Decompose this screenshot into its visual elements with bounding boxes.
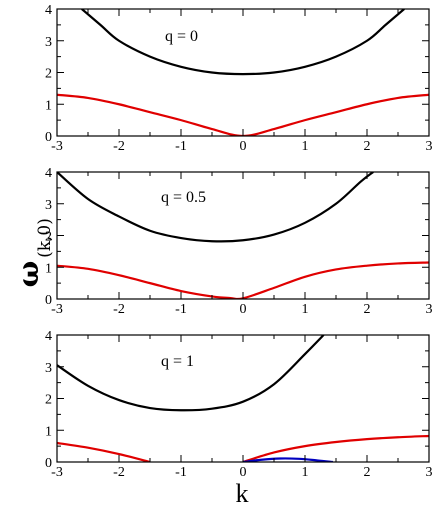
x-tick-label: 1 bbox=[302, 465, 309, 480]
y-axis-label-main: ω bbox=[12, 261, 45, 288]
x-tick-label: -1 bbox=[175, 302, 187, 317]
x-tick-label: -3 bbox=[51, 302, 63, 317]
series-line-4 bbox=[242, 457, 334, 462]
y-tick-label: 0 bbox=[45, 293, 52, 308]
x-tick-label: 1 bbox=[302, 302, 309, 317]
x-tick-label: 0 bbox=[240, 465, 247, 480]
y-axis-label: ω (k,0) bbox=[12, 218, 55, 287]
x-tick-label: 0 bbox=[240, 139, 247, 154]
y-tick-label: 3 bbox=[45, 198, 52, 213]
series-line-1 bbox=[57, 335, 325, 412]
y-tick-label: 2 bbox=[45, 393, 52, 408]
series-group bbox=[57, 335, 429, 462]
series-line-3 bbox=[242, 434, 429, 462]
series-group bbox=[57, 9, 429, 136]
x-tick-label: 0 bbox=[240, 302, 247, 317]
panel-3: -3 -2 -1 0 1 2 3 0 1 2 3 4 q = 1 bbox=[45, 329, 433, 480]
x-tick-label: -2 bbox=[113, 139, 125, 154]
y-tick-label: 2 bbox=[45, 67, 52, 82]
x-tick-label: -3 bbox=[51, 139, 63, 154]
y-tick-label: 0 bbox=[45, 456, 52, 471]
series-line-2 bbox=[57, 93, 429, 136]
series-group bbox=[57, 172, 429, 299]
panel-2: -3 -2 -1 0 1 2 3 0 1 2 3 4 q = 0.5 bbox=[45, 166, 433, 317]
x-tick-label: -3 bbox=[51, 465, 63, 480]
x-tick-label: 2 bbox=[364, 465, 371, 480]
panel-annotation: q = 0 bbox=[165, 28, 198, 45]
x-tick-label: 2 bbox=[364, 302, 371, 317]
y-tick-label: 3 bbox=[45, 361, 52, 376]
x-tick-label: 2 bbox=[364, 139, 371, 154]
y-axis-label-subscript: (k,0) bbox=[35, 218, 55, 258]
y-tick-label: 3 bbox=[45, 35, 52, 50]
y-tick-label: 0 bbox=[45, 130, 52, 145]
y-tick-label: 1 bbox=[45, 261, 52, 276]
plot-frame bbox=[56, 8, 430, 137]
x-tick-label: -1 bbox=[175, 139, 187, 154]
y-tick-label: 4 bbox=[45, 166, 52, 181]
x-tick-label: -2 bbox=[113, 302, 125, 317]
series-line-1 bbox=[81, 9, 405, 76]
x-tick-label: 1 bbox=[302, 139, 309, 154]
x-tick-label: 3 bbox=[426, 139, 433, 154]
x-tick-label: 3 bbox=[426, 302, 433, 317]
y-tick-label: 2 bbox=[45, 230, 52, 245]
panel-1: -3 -2 -1 0 1 2 3 0 1 2 3 4 q = 0 bbox=[45, 3, 433, 154]
plot-frame bbox=[56, 171, 430, 300]
y-tick-label: 4 bbox=[45, 3, 52, 18]
y-tick-label: 1 bbox=[45, 424, 52, 439]
x-tick-label: -1 bbox=[175, 465, 187, 480]
y-tick-label: 4 bbox=[45, 329, 52, 344]
x-axis-label: k bbox=[236, 479, 249, 508]
series-line-2 bbox=[57, 441, 151, 462]
panel-annotation: q = 0.5 bbox=[161, 189, 206, 206]
series-line-1 bbox=[57, 172, 374, 243]
x-tick-label: -2 bbox=[113, 465, 125, 480]
y-tick-label: 1 bbox=[45, 98, 52, 113]
panel-annotation: q = 1 bbox=[161, 353, 194, 370]
x-tick-label: 3 bbox=[426, 465, 433, 480]
